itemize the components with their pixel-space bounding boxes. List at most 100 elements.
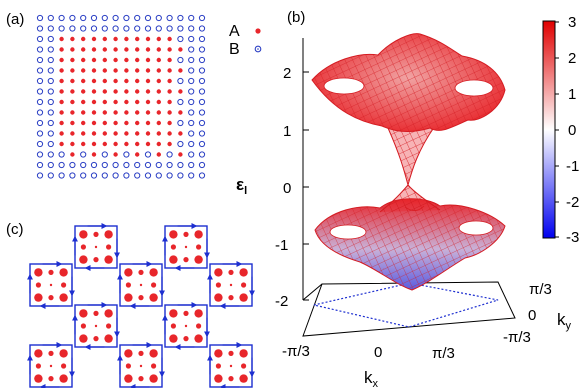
site-b [166,172,173,179]
plaquette-site [239,268,248,277]
site-a [70,57,75,63]
plaquette [27,342,75,388]
site-b [36,140,44,148]
site-b [90,161,98,169]
site-b [177,25,184,32]
site-a [70,131,75,136]
site-b [36,56,44,64]
site-a [145,57,151,63]
site-a [135,152,140,157]
site-b [188,151,195,158]
site-a [167,89,172,94]
site-b [123,25,130,32]
site-b [188,119,195,127]
site-b [47,119,54,127]
site-b [198,140,206,148]
site-b [69,161,76,169]
site-a [91,36,97,42]
plaquette-site [35,363,42,369]
site-b [36,67,44,74]
plaquette-site [34,374,43,383]
plaquette-site [214,374,223,383]
plaquette-site [184,245,188,249]
site-a [59,141,64,147]
site-a [113,152,118,157]
site-a [124,99,129,105]
plaquette-site [48,269,54,275]
site-b [155,172,162,179]
site-a [113,110,118,115]
plaquette [72,223,120,271]
site-a [167,57,172,63]
z-axis-label: εl [236,175,247,197]
plaquette-site [125,282,131,288]
site-a [102,141,108,147]
site-a [102,89,108,94]
site-b [47,88,54,95]
plaquette-site [170,323,176,329]
site-b [36,119,44,127]
plaquette-site [80,323,86,329]
site-a [91,131,97,136]
site-a [59,36,64,42]
plaquette-site [194,334,203,343]
site-a [156,68,161,73]
site-b [58,14,65,22]
plaquette-site [48,295,54,301]
site-b [36,77,44,85]
plaquette-site [34,293,43,302]
plaquette-site [125,363,131,369]
plaquette-site [59,268,68,277]
site-a [113,68,118,73]
site-a [124,36,129,42]
plaquette-site [79,309,88,318]
site-a [124,68,129,73]
site-b [198,88,206,95]
plaquette-site [169,230,178,239]
site-b [36,98,44,106]
site-a [156,152,161,157]
site-b [90,172,98,179]
site-a [102,47,108,52]
site-b [101,14,108,22]
site-b [123,172,130,179]
site-b [188,172,195,179]
site-b [112,161,119,169]
site-b [177,98,184,106]
plaquette-site [104,309,113,318]
plaquette [207,261,255,309]
site-b [36,172,44,179]
plaquette-site [34,268,43,277]
site-b [123,14,130,22]
plaquette-site [34,349,43,358]
plaquette-site [228,350,234,356]
plaquette-site [151,363,157,369]
site-b [188,140,195,148]
site-b [80,25,87,32]
plaquette-site [214,268,223,277]
plaquette-site [80,244,86,250]
site-a [102,110,108,115]
plaquette-site [149,374,158,383]
plaquette-site [61,282,67,288]
site-b [36,14,44,22]
site-a [113,89,118,94]
site-a [156,99,161,105]
plaquette-site [169,334,178,343]
site-b [134,172,141,179]
site-a [91,110,97,115]
site-a [145,47,151,52]
site-b [47,35,54,43]
site-a [156,131,161,136]
site-b [144,25,152,32]
site-b [134,25,141,32]
plaquette-site [49,364,53,368]
plaquette-site [196,244,202,250]
site-b [47,46,54,53]
site-a [102,131,108,136]
plaquette-site [106,323,112,329]
site-b [80,14,87,22]
site-a [135,36,140,42]
plaquette-site [241,363,247,369]
site-a [145,120,151,126]
